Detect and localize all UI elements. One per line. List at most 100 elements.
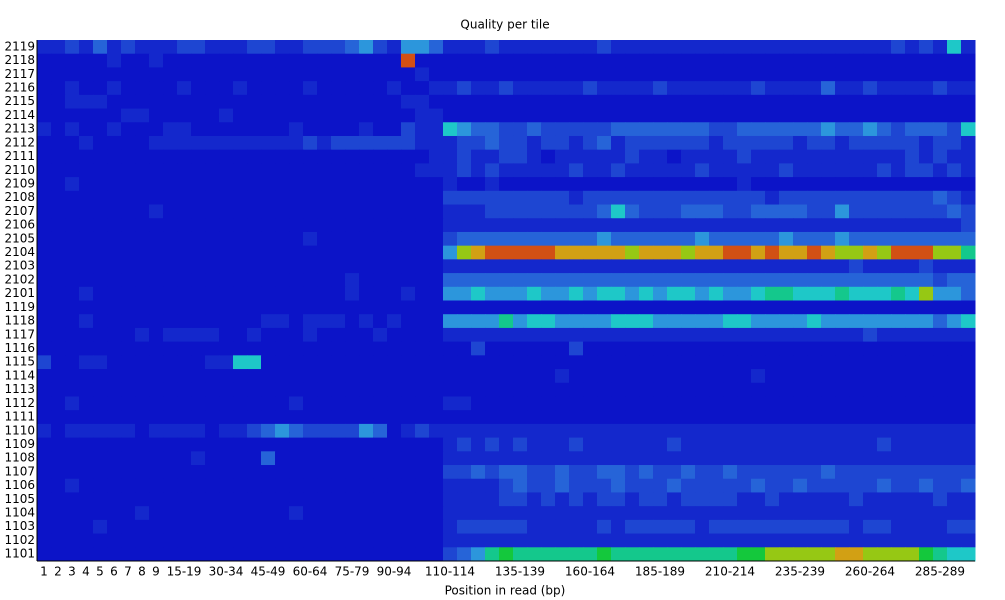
heat-cell	[807, 81, 822, 96]
heat-cell	[667, 259, 682, 274]
heat-cell	[625, 81, 640, 96]
heat-cell	[359, 259, 374, 274]
heat-cell	[219, 286, 234, 301]
heat-cell	[681, 355, 696, 370]
heat-cell	[289, 437, 304, 452]
heat-cell	[331, 40, 346, 55]
heat-cell	[611, 190, 626, 206]
heat-cell	[177, 122, 192, 137]
heat-cell	[947, 423, 962, 439]
heat-cell	[569, 122, 584, 137]
heat-cell	[569, 81, 584, 96]
heat-cell	[849, 53, 864, 68]
heat-cell	[317, 218, 332, 233]
heat-cell	[905, 492, 920, 507]
heat-cell	[807, 218, 822, 233]
heat-cell	[681, 163, 696, 178]
heat-cell	[527, 300, 542, 315]
heat-cell	[289, 519, 304, 535]
heat-cell	[891, 122, 906, 137]
heat-cell	[457, 67, 472, 82]
heat-cell	[149, 547, 164, 562]
heat-cell	[863, 135, 878, 151]
heat-cell	[555, 108, 570, 123]
heat-cell	[457, 245, 472, 260]
heat-cell	[765, 396, 780, 411]
heat-cell	[373, 300, 388, 315]
heat-cell	[177, 81, 192, 96]
heat-cell	[751, 135, 766, 151]
heat-cell	[191, 94, 206, 110]
heat-cell	[443, 67, 458, 82]
heat-cell	[373, 273, 388, 288]
heat-cell	[149, 122, 164, 137]
heat-cell	[163, 382, 178, 397]
heat-cell	[807, 259, 822, 274]
heat-cell	[555, 40, 570, 55]
heat-cell	[527, 67, 542, 82]
heat-cell	[961, 478, 976, 493]
heat-cell	[667, 382, 682, 397]
heat-cell	[415, 423, 430, 439]
heat-cell	[205, 369, 220, 384]
heat-cell	[93, 519, 108, 535]
heat-cell	[275, 437, 290, 452]
heat-cell	[79, 108, 94, 123]
heat-cell	[723, 259, 738, 274]
heat-cell	[471, 218, 486, 233]
heat-cell	[625, 149, 640, 164]
heat-cell	[135, 396, 150, 411]
heat-cell	[163, 149, 178, 164]
heat-cell	[191, 67, 206, 82]
heat-cell	[107, 245, 122, 260]
heat-cell	[737, 314, 752, 329]
heat-cell	[107, 94, 122, 110]
heat-cell	[247, 478, 262, 493]
heat-cell	[849, 108, 864, 123]
heat-cell	[569, 547, 584, 562]
heat-cell	[359, 410, 374, 425]
heat-cell	[849, 94, 864, 110]
heat-cell	[541, 218, 556, 233]
heat-cell	[135, 465, 150, 480]
heat-cell	[107, 286, 122, 301]
heat-cell	[191, 314, 206, 329]
heat-cell	[569, 259, 584, 274]
heat-cell	[961, 40, 976, 55]
heat-cell	[233, 259, 248, 274]
heat-cell	[387, 478, 402, 493]
heat-cell	[51, 451, 66, 466]
heat-cell	[177, 369, 192, 384]
heat-cell	[373, 67, 388, 82]
heat-cell	[317, 273, 332, 288]
x-tick-label: 60-64	[293, 565, 328, 579]
heat-cell	[261, 204, 276, 219]
heat-cell	[737, 259, 752, 274]
heat-cell	[149, 67, 164, 82]
heat-cell	[345, 149, 360, 164]
heat-cell	[149, 465, 164, 480]
heat-cell	[709, 231, 724, 247]
heat-cell	[93, 465, 108, 480]
heat-cell	[835, 451, 850, 466]
y-tick-label: 1102	[4, 533, 35, 547]
heat-cell	[527, 122, 542, 137]
heat-cell	[891, 314, 906, 329]
heat-cell	[163, 259, 178, 274]
heat-cell	[135, 341, 150, 356]
heat-cell	[191, 273, 206, 288]
heat-cell	[933, 410, 948, 425]
heat-cell	[247, 204, 262, 219]
heat-cell	[723, 286, 738, 301]
heat-cell	[597, 355, 612, 370]
heat-cell	[443, 341, 458, 356]
heat-cell	[919, 396, 934, 411]
heat-cell	[583, 314, 598, 329]
heat-cell	[513, 177, 528, 192]
heat-cell	[961, 67, 976, 82]
heat-cell	[345, 259, 360, 274]
heat-cell	[163, 547, 178, 562]
heat-cell	[835, 355, 850, 370]
heat-cell	[611, 506, 626, 521]
heat-cell	[289, 163, 304, 178]
